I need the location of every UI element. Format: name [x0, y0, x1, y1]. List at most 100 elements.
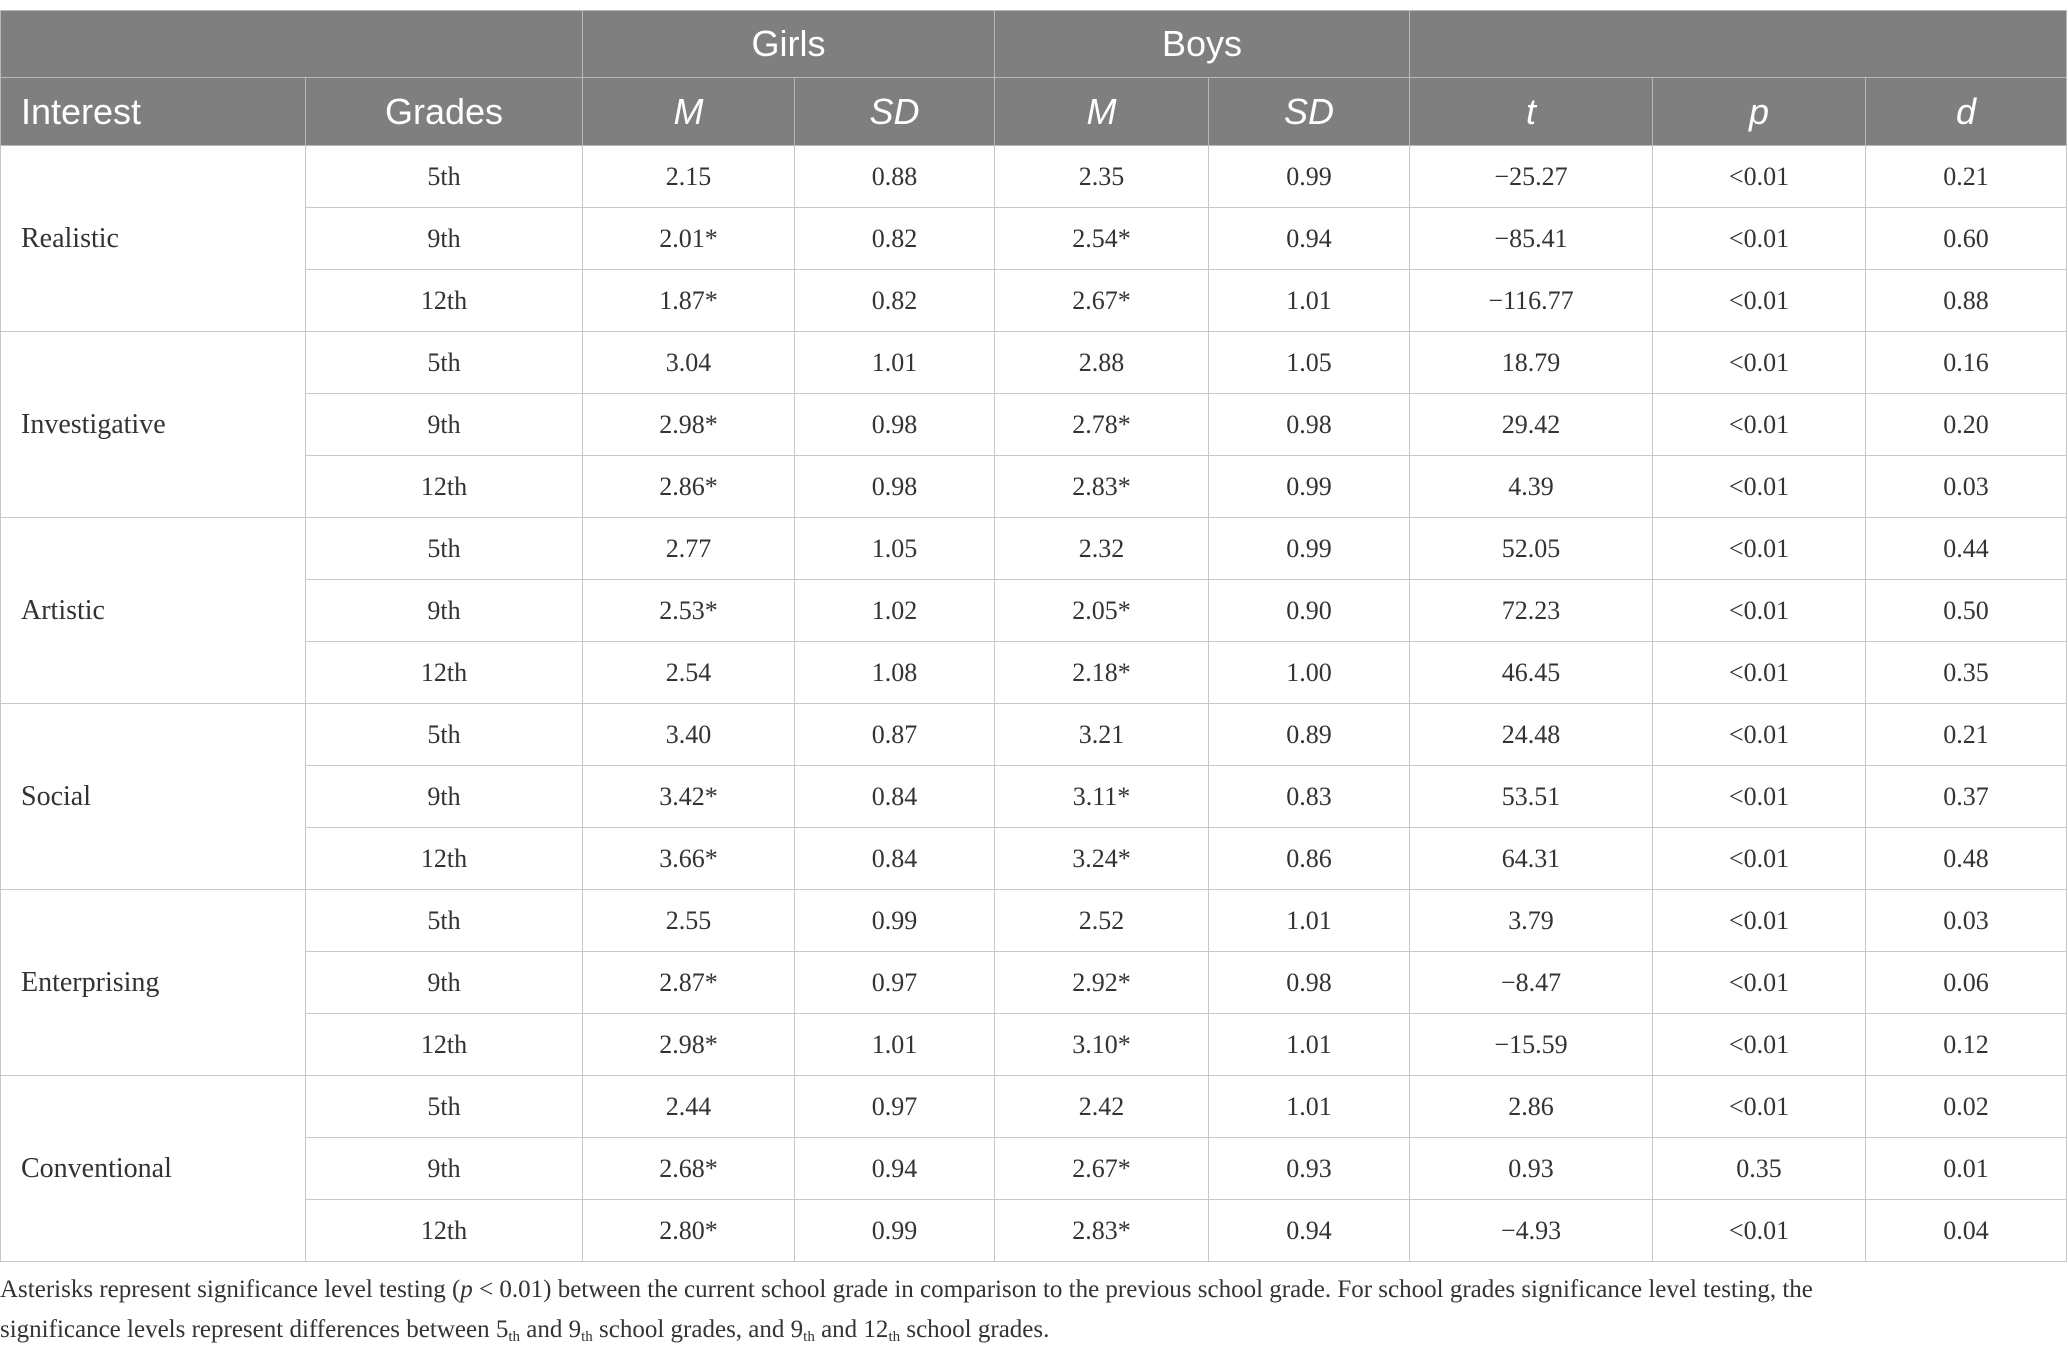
t-value-cell: 53.51	[1409, 765, 1654, 828]
footnote-text: school grades.	[900, 1316, 1050, 1343]
t-value-cell: 4.39	[1409, 455, 1654, 518]
girls-mean-cell: 2.01*	[582, 207, 795, 270]
d-value-cell: 0.16	[1865, 331, 2068, 394]
t-value-cell: 3.79	[1409, 889, 1654, 952]
boys-sd-cell: 0.90	[1207, 579, 1411, 642]
boys-mean-cell: 2.67*	[994, 269, 1209, 332]
girls-mean-cell: 2.68*	[582, 1137, 795, 1200]
footnote-text: and 12	[814, 1316, 889, 1343]
boys-sd-cell: 0.86	[1207, 827, 1411, 890]
d-value-cell: 0.06	[1865, 951, 2068, 1014]
boys-sd-column-header: SD	[1207, 77, 1411, 146]
t-value-cell: 0.93	[1409, 1137, 1654, 1200]
girls-mean-cell: 3.42*	[582, 765, 795, 828]
boys-mean-cell: 3.21	[994, 703, 1209, 766]
girls-sd-cell: 1.02	[794, 579, 995, 642]
p-value-cell: <0.01	[1652, 765, 1867, 828]
group-header-row: Girls Boys	[0, 10, 2068, 78]
interest-label-cell: Realistic	[0, 145, 306, 332]
d-value-cell: 0.12	[1865, 1013, 2068, 1076]
girls-sd-cell: 0.99	[794, 1199, 995, 1262]
boys-sd-cell: 1.01	[1207, 889, 1411, 952]
girls-sd-cell: 0.82	[794, 269, 995, 332]
p-value-cell: <0.01	[1652, 145, 1867, 208]
t-column-header: t	[1409, 77, 1654, 146]
girls-sd-cell: 0.84	[794, 827, 995, 890]
boys-mean-cell: 2.35	[994, 145, 1209, 208]
girls-sd-cell: 0.98	[794, 393, 995, 456]
girls-mean-cell: 2.44	[582, 1075, 795, 1138]
d-value-cell: 0.88	[1865, 269, 2068, 332]
boys-sd-cell: 0.99	[1207, 517, 1411, 580]
d-value-cell: 0.60	[1865, 207, 2068, 270]
boys-mean-cell: 2.83*	[994, 455, 1209, 518]
d-value-cell: 0.37	[1865, 765, 2068, 828]
d-value-cell: 0.20	[1865, 393, 2068, 456]
t-value-cell: 18.79	[1409, 331, 1654, 394]
table-row: 9th 2.68* 0.94 2.67* 0.93 0.93 0.35 0.01	[1, 1137, 2068, 1200]
table-row: 12th 2.86* 0.98 2.83* 0.99 4.39 <0.01 0.03	[1, 455, 2068, 518]
grade-cell: 9th	[305, 207, 583, 270]
d-value-cell: 0.21	[1865, 145, 2068, 208]
boys-mean-cell: 2.05*	[994, 579, 1209, 642]
d-value-cell: 0.50	[1865, 579, 2068, 642]
t-value-cell: 52.05	[1409, 517, 1654, 580]
girls-mean-cell: 3.04	[582, 331, 795, 394]
table-row: Artistic 5th 2.77 1.05 2.32 0.99 52.05 <0.01 0.4…	[0, 517, 2068, 704]
boys-mean-cell: 2.54*	[994, 207, 1209, 270]
girls-sd-column-header: SD	[794, 77, 995, 146]
boys-sd-cell: 1.01	[1207, 1013, 1411, 1076]
t-value-cell: −15.59	[1409, 1013, 1654, 1076]
footnote-text: significance levels represent difference…	[0, 1316, 509, 1343]
t-value-cell: −85.41	[1409, 207, 1654, 270]
grade-cell: 12th	[305, 1013, 583, 1076]
table-body: Realistic 5th 2.15 0.88 2.35 0.99 −25.27 <0.01 0…	[0, 145, 2068, 1262]
table-row: 12th 2.80* 0.99 2.83* 0.94 −4.93 <0.01 0.04	[1, 1199, 2068, 1262]
p-value-cell: <0.01	[1652, 827, 1867, 890]
grade-cell: 9th	[305, 1137, 583, 1200]
interest-label-cell: Social	[0, 703, 306, 890]
table-row: Realistic 5th 2.15 0.88 2.35 0.99 −25.27 <0.01 0…	[0, 145, 2068, 332]
table-row: 9th 3.42* 0.84 3.11* 0.83 53.51 <0.01 0.37	[1, 765, 2068, 828]
footnote-text: school grades, and 9	[592, 1316, 804, 1343]
d-value-cell: 0.02	[1865, 1075, 2068, 1138]
boys-mean-cell: 2.67*	[994, 1137, 1209, 1200]
girls-mean-cell: 2.54	[582, 641, 795, 704]
table-row: Investigative 5th 3.04 1.01 2.88 1.05 18.79 <0.…	[0, 331, 2068, 518]
p-value-cell: <0.01	[1652, 331, 1867, 394]
girls-mean-cell: 3.66*	[582, 827, 795, 890]
girls-sd-cell: 0.97	[794, 1075, 995, 1138]
d-value-cell: 0.03	[1865, 455, 2068, 518]
table-row: 12th 1.87* 0.82 2.67* 1.01 −116.77 <0.01 0.88	[1, 269, 2068, 332]
p-value-cell: <0.01	[1652, 1199, 1867, 1262]
p-value-cell: 0.35	[1652, 1137, 1867, 1200]
t-value-cell: 24.48	[1409, 703, 1654, 766]
boys-sd-cell: 0.98	[1207, 393, 1411, 456]
grade-cell: 5th	[305, 889, 583, 952]
boys-sd-cell: 0.99	[1207, 145, 1411, 208]
table-row: 9th 2.53* 1.02 2.05* 0.90 72.23 <0.01 0.50	[1, 579, 2068, 642]
p-value-cell: <0.01	[1652, 207, 1867, 270]
boys-mean-cell: 3.10*	[994, 1013, 1209, 1076]
girls-mean-cell: 2.53*	[582, 579, 795, 642]
table-row: Enterprising 5th 2.55 0.99 2.52 1.01 3.79 <0.01…	[0, 889, 2068, 1076]
grade-cell: 9th	[305, 951, 583, 1014]
footnote-p-symbol: p	[460, 1276, 473, 1303]
boys-sd-cell: 1.00	[1207, 641, 1411, 704]
d-value-cell: 0.04	[1865, 1199, 2068, 1262]
girls-sd-cell: 0.97	[794, 951, 995, 1014]
t-value-cell: 64.31	[1409, 827, 1654, 890]
grade-cell: 5th	[305, 703, 583, 766]
footnote-text: Asterisks represent significance level t…	[0, 1276, 461, 1303]
girls-sd-cell: 0.84	[794, 765, 995, 828]
girls-sd-cell: 0.87	[794, 703, 995, 766]
boys-mean-column-header: M	[994, 77, 1209, 146]
column-header-row: Interest Grades M SD M SD t p d	[0, 77, 2068, 146]
p-value-cell: <0.01	[1652, 517, 1867, 580]
girls-mean-column-header: M	[582, 77, 795, 146]
girls-sd-cell: 0.99	[794, 889, 995, 952]
p-value-cell: <0.01	[1652, 889, 1867, 952]
table-row: 9th 2.01* 0.82 2.54* 0.94 −85.41 <0.01 0.60	[1, 207, 2068, 270]
boys-sd-cell: 1.01	[1207, 269, 1411, 332]
girls-mean-cell: 2.55	[582, 889, 795, 952]
